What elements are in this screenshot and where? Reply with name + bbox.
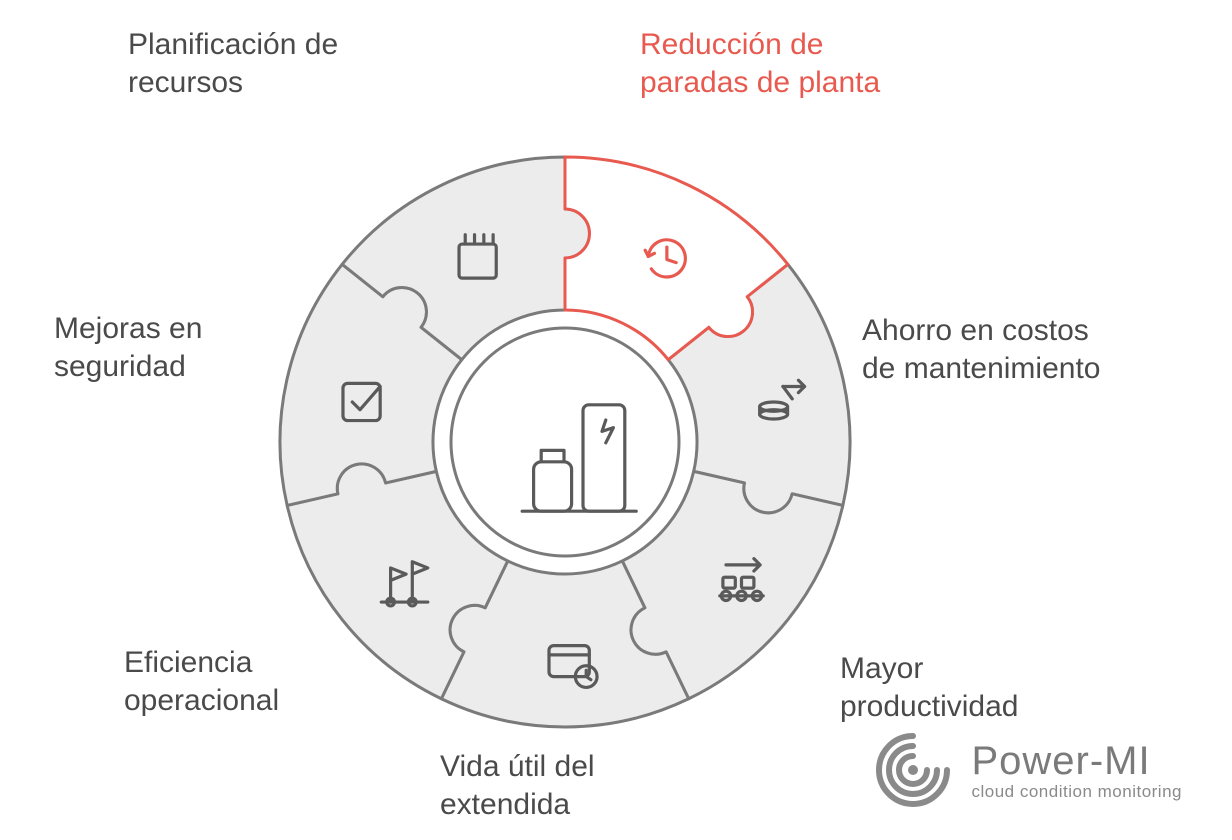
diagram-canvas: Reducción de paradas de planta Ahorro en… <box>0 0 1232 840</box>
segment-label-5: Mejoras en seguridad <box>54 310 202 385</box>
brand-block: Power-MI cloud condition monitoring <box>873 730 1182 810</box>
center-circle <box>451 328 679 556</box>
brand-tagline: cloud condition monitoring <box>971 783 1182 800</box>
segment-label-1: Ahorro en costos de mantenimiento <box>862 312 1100 387</box>
brand-name: Power-MI <box>971 741 1182 781</box>
segment-label-3: Vida útil del extendida <box>440 748 595 823</box>
segment-label-4: Eficiencia operacional <box>124 644 279 719</box>
brand-spiral-icon <box>873 730 953 810</box>
segment-label-0: Reducción de paradas de planta <box>640 26 880 101</box>
segment-label-2: Mayor productividad <box>840 650 1018 725</box>
segment-label-6: Planificación de recursos <box>128 26 338 101</box>
